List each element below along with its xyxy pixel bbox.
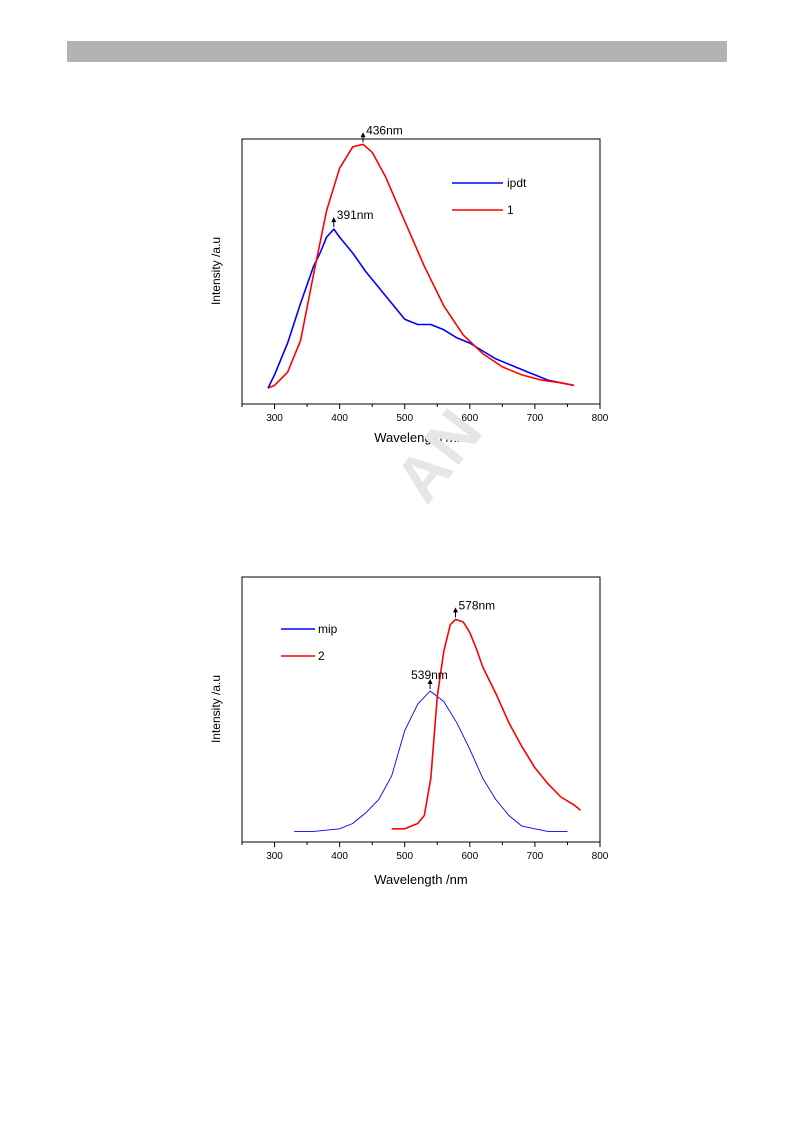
chart-1-y-axis-label: Intensity /a.u — [209, 237, 223, 305]
series-line-1 — [267, 143, 575, 389]
chart-2-series — [294, 618, 582, 832]
legend-label-mip: mip — [318, 622, 338, 636]
x-tick-label: 400 — [331, 413, 348, 424]
annotation-label: 539nm — [411, 668, 448, 682]
x-tick-label: 700 — [527, 851, 544, 862]
annotation-label: 391nm — [337, 208, 374, 222]
legend-label-1: 1 — [507, 203, 514, 217]
annotation-arrowhead — [331, 217, 337, 223]
chart-2-legend: mip 2 — [281, 622, 338, 663]
chart-2-frame — [241, 576, 601, 843]
chart-1-frame — [241, 138, 601, 405]
chart-1-series — [267, 143, 575, 389]
legend-label-ipdt: ipdt — [507, 176, 527, 190]
x-tick-label: 800 — [592, 413, 609, 424]
annotation-label: 436nm — [366, 123, 403, 137]
chart-1-annotations: 436nm 391nm — [331, 123, 403, 228]
page-header-bar — [67, 41, 727, 62]
legend-label-2: 2 — [318, 649, 325, 663]
series-line-mip — [294, 690, 568, 832]
chart-1-x-axis-label: Wavelength /nm — [374, 430, 467, 445]
chart-1-x-ticks: 300 400 500 600 700 800 — [241, 404, 609, 424]
chart-2-y-axis-label: Intensity /a.u — [209, 675, 223, 743]
x-tick-label: 500 — [396, 851, 413, 862]
x-tick-label: 600 — [461, 413, 478, 424]
annotation-arrowhead — [360, 132, 366, 138]
chart-2-x-axis-label: Wavelength /nm — [374, 872, 467, 887]
x-tick-label: 800 — [592, 851, 609, 862]
x-tick-label: 300 — [266, 413, 283, 424]
x-tick-label: 300 — [266, 851, 283, 862]
x-tick-label: 700 — [527, 413, 544, 424]
annotation-arrowhead — [452, 607, 458, 613]
annotation-arrowhead — [427, 678, 433, 684]
chart-1-legend: ipdt 1 — [452, 176, 527, 217]
x-tick-label: 500 — [396, 413, 413, 424]
x-tick-label: 600 — [461, 851, 478, 862]
chart-2-annotations: 578nm 539nm — [411, 598, 495, 689]
chart-2-x-ticks: 300 400 500 600 700 800 — [241, 842, 609, 862]
annotation-label: 578nm — [458, 598, 495, 612]
x-tick-label: 400 — [331, 851, 348, 862]
series-line-2 — [391, 618, 582, 830]
